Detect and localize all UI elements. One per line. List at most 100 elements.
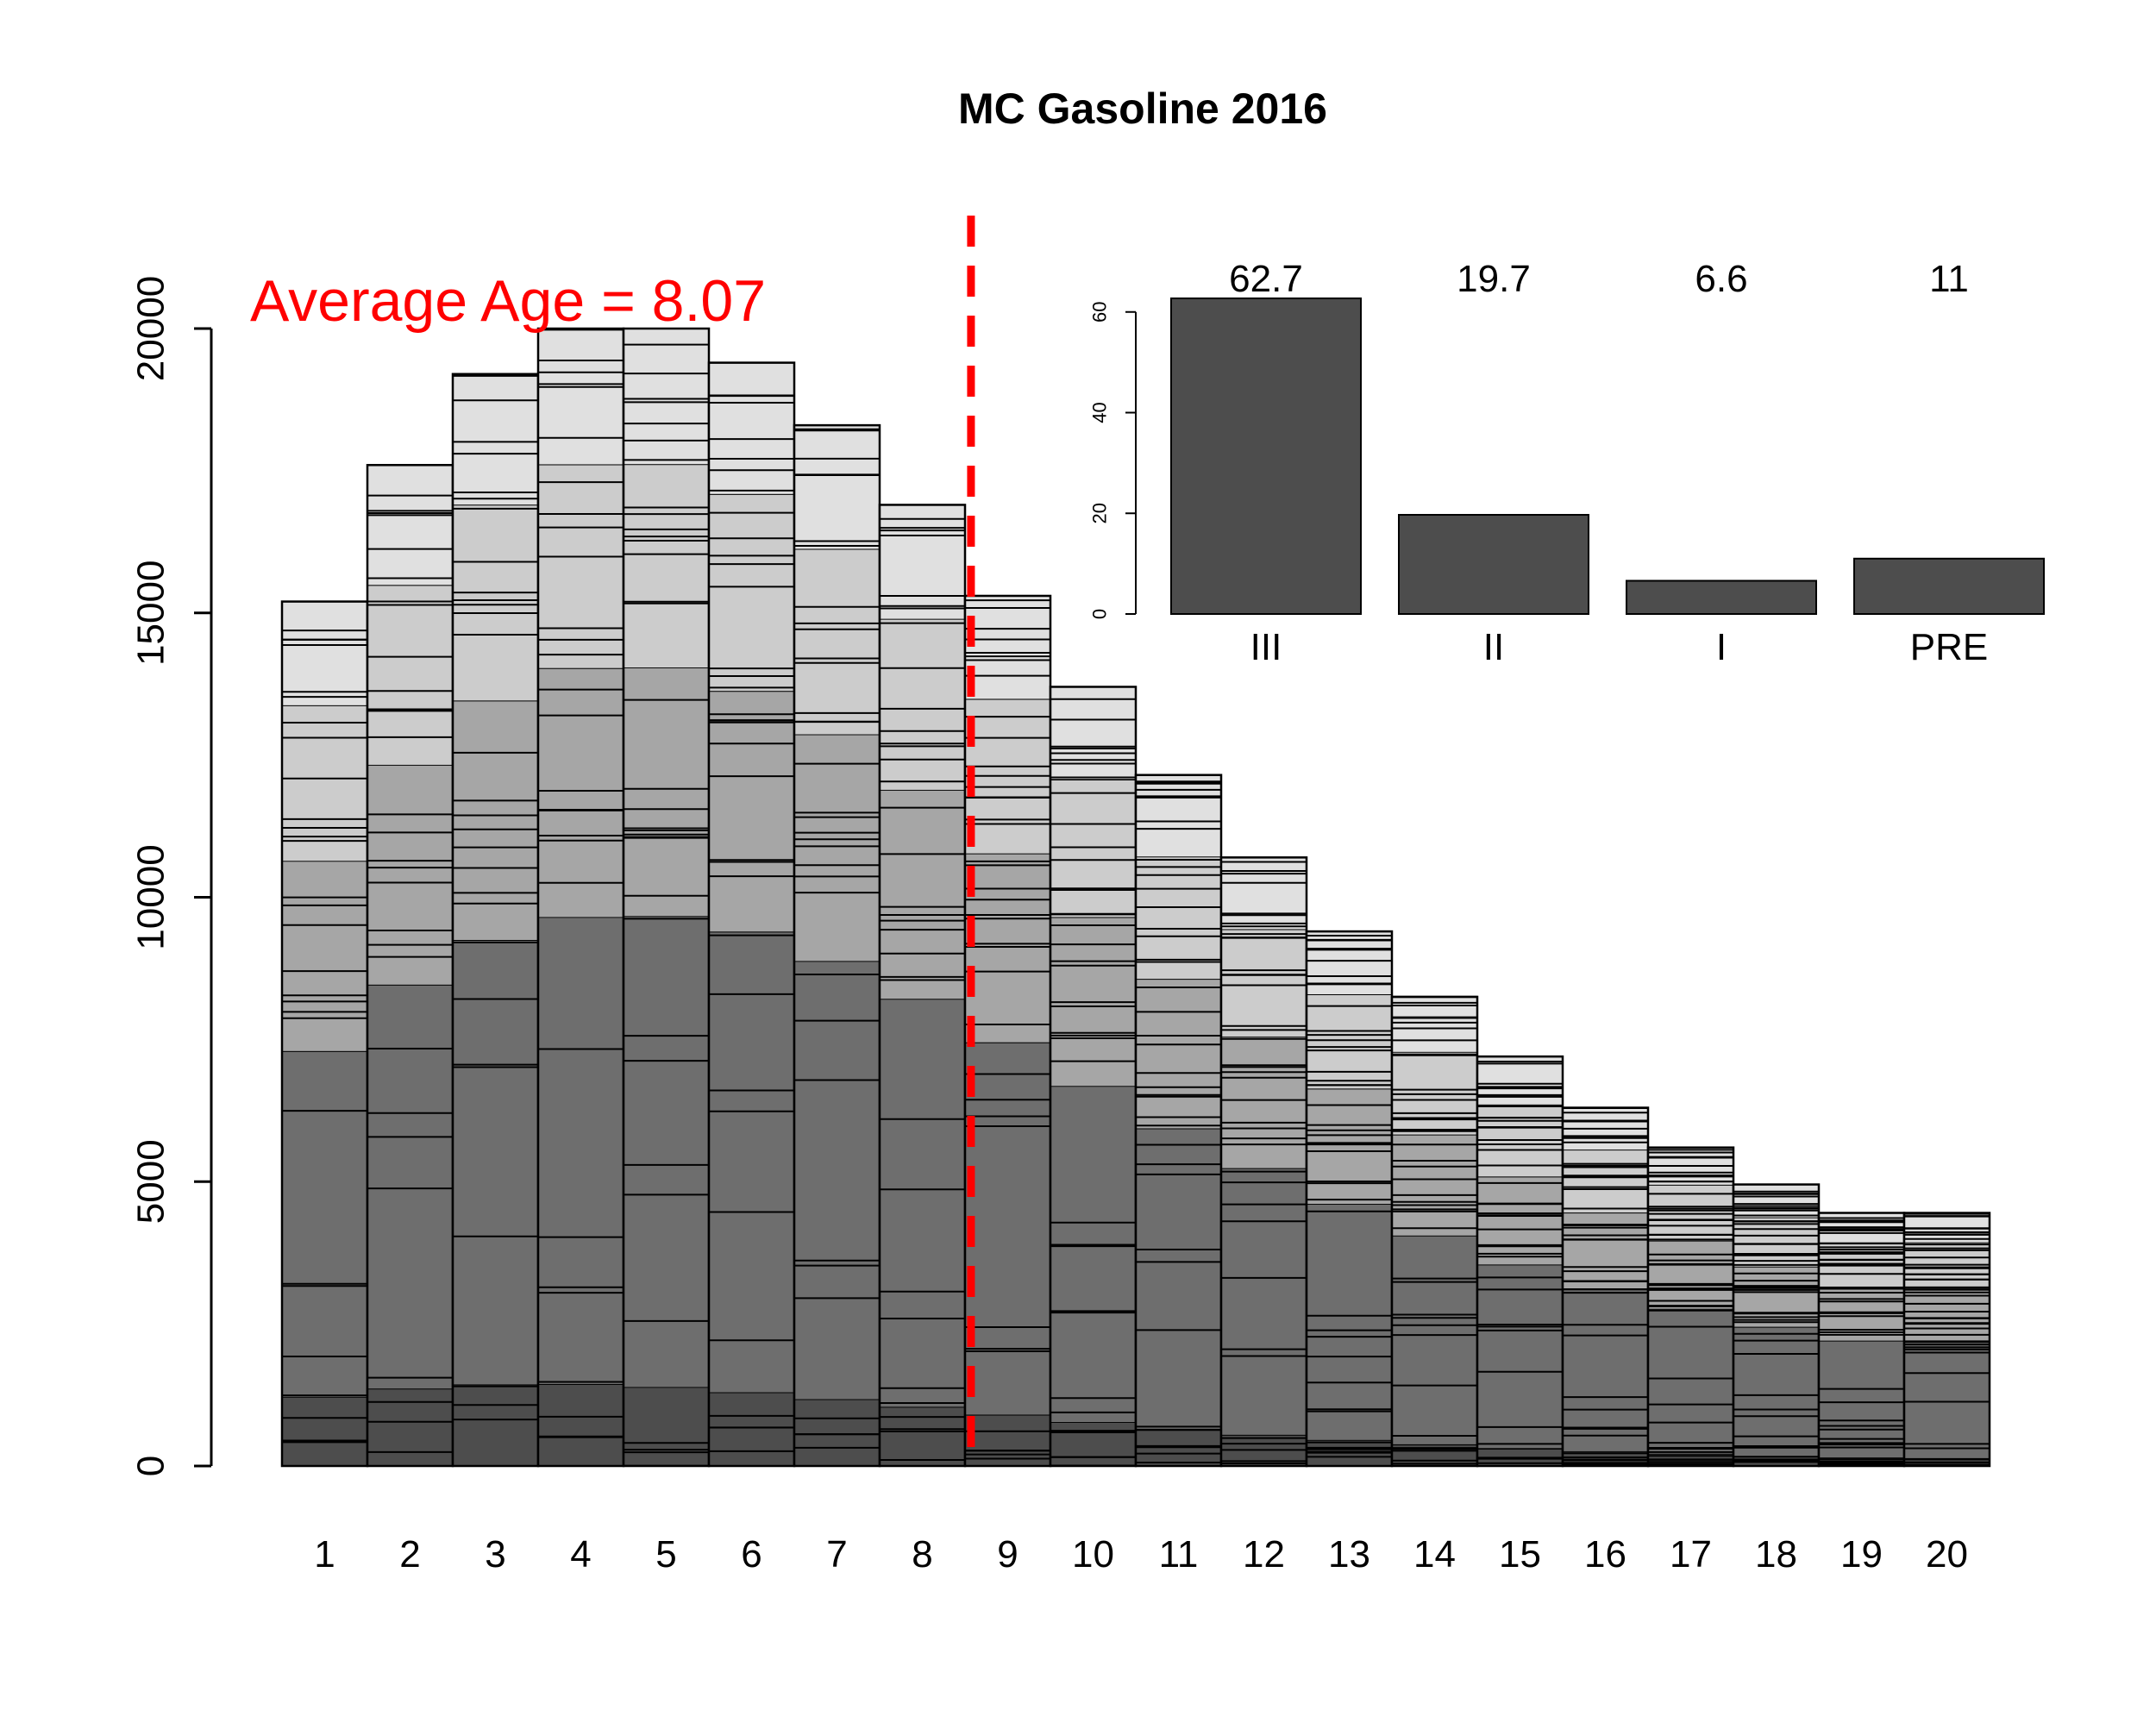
bar-segment: [1136, 979, 1221, 1129]
bar-segment: [1904, 1340, 1990, 1458]
inset-y-tick-label: 40: [1089, 402, 1111, 423]
bar-segment: [794, 425, 880, 549]
bar-segment: [1307, 1088, 1392, 1205]
x-tick-label: 9: [997, 1533, 1018, 1576]
x-tick-label: 20: [1926, 1533, 1968, 1576]
inset-bar-PRE: [1853, 557, 2045, 616]
bar-segment: [794, 1399, 880, 1466]
bar-outline: [1902, 1212, 1991, 1468]
bar-13: [1305, 930, 1394, 1468]
x-tick-label: 8: [912, 1533, 932, 1576]
x-tick-label: 17: [1670, 1533, 1712, 1576]
x-tick-label: 2: [399, 1533, 420, 1576]
bar-segment: [538, 1383, 624, 1466]
inset-bars-group: [1170, 298, 2045, 616]
bar-segment: [1392, 1134, 1477, 1236]
bar-segment: [1477, 1264, 1563, 1449]
bar-segment: [1563, 1289, 1648, 1451]
bar-segment: [1733, 1326, 1819, 1456]
bar-segment: [538, 464, 624, 668]
bar-segment: [1392, 1051, 1477, 1135]
bar-segment: [538, 917, 624, 1384]
bar-segment: [453, 1384, 538, 1466]
bar-segment: [880, 1406, 965, 1466]
bar-7: [793, 423, 881, 1468]
bar-16: [1561, 1106, 1650, 1468]
bar-segment: [367, 984, 453, 1389]
x-tick-label: 5: [655, 1533, 676, 1576]
y-tick-label: 20000: [130, 276, 172, 381]
bar-segment: [965, 1414, 1050, 1466]
bar-segment: [1221, 929, 1307, 1037]
inset-category-label: PRE: [1910, 626, 1988, 668]
bar-segment: [367, 585, 453, 765]
y-axis: 0 5000 10000 15000 20000: [130, 276, 213, 1476]
x-tick-label: 19: [1840, 1533, 1883, 1576]
inset-bar-I: [1626, 579, 1817, 616]
bar-12: [1219, 856, 1308, 1468]
bar-2: [366, 464, 454, 1468]
bar-segment: [1904, 1286, 1990, 1341]
inset-value-label: 19.7: [1457, 258, 1531, 300]
bar-segment: [1477, 1176, 1563, 1265]
bar-segment: [453, 373, 538, 505]
inset-bar-III: [1170, 298, 1362, 615]
inset-bar-II: [1398, 514, 1589, 615]
x-tick-label: 14: [1413, 1533, 1456, 1576]
bar-segment: [709, 362, 794, 494]
x-tick-label: 1: [314, 1533, 335, 1576]
bar-segment: [1648, 1240, 1733, 1309]
inset-value-label: 6.6: [1695, 258, 1747, 300]
bar-segment: [794, 548, 880, 735]
bar-segment: [1733, 1184, 1819, 1218]
bar-segment: [367, 764, 453, 985]
bar-segment: [282, 861, 367, 1051]
bar-segment: [1050, 1422, 1136, 1466]
bar-segment: [880, 618, 965, 790]
x-tick-label: 10: [1072, 1533, 1114, 1576]
inset-category-label: III: [1250, 626, 1282, 668]
bar-segment: [1221, 1037, 1307, 1168]
bar-segment: [1221, 1168, 1307, 1435]
bar-18: [1732, 1183, 1821, 1468]
x-tick-label: 13: [1328, 1533, 1370, 1576]
bar-segment: [1733, 1217, 1819, 1267]
bar-segment: [538, 329, 624, 465]
x-tick-label: 3: [485, 1533, 505, 1576]
bar-segment: [453, 700, 538, 940]
inset-category-label: I: [1716, 626, 1727, 668]
bar-segment: [880, 789, 965, 999]
x-tick-labels: 1 2 3 4 5 6 7 8 9 10 11 12 13 14 15 16 17 18 19 20: [314, 1533, 1968, 1576]
bar-segment: [367, 1388, 453, 1466]
bar-segment: [880, 504, 965, 619]
bar-segment: [367, 465, 453, 586]
x-tick-label: 7: [826, 1533, 847, 1576]
bar-segment: [709, 493, 794, 692]
y-tick-label: 10000: [130, 844, 172, 949]
bar-segment: [880, 999, 965, 1407]
x-tick-label: 16: [1584, 1533, 1626, 1576]
y-tick-label: 15000: [130, 561, 172, 666]
bar-segment: [965, 1042, 1050, 1415]
bar-segment: [453, 504, 538, 701]
bar-17: [1646, 1146, 1735, 1468]
bar-1: [280, 600, 369, 1468]
bar-segment: [1819, 1340, 1904, 1458]
bar-15: [1476, 1055, 1564, 1468]
bar-segment: [282, 601, 367, 705]
bar-segment: [709, 1392, 794, 1466]
bar-segment: [1307, 1204, 1392, 1440]
bar-segment: [624, 329, 709, 465]
bar-segment: [282, 1396, 367, 1466]
x-tick-label: 11: [1159, 1533, 1199, 1576]
bar-segment: [624, 1387, 709, 1466]
x-tick-label: 6: [741, 1533, 761, 1576]
y-tick-label: 5000: [130, 1139, 172, 1224]
average-age-annotation: Average Age = 8.07: [250, 268, 766, 334]
bar-8: [878, 504, 967, 1468]
bar-segment: [624, 667, 709, 917]
bar-segment: [624, 916, 709, 1388]
bar-4: [536, 327, 625, 1468]
bar-segment: [1136, 774, 1221, 857]
